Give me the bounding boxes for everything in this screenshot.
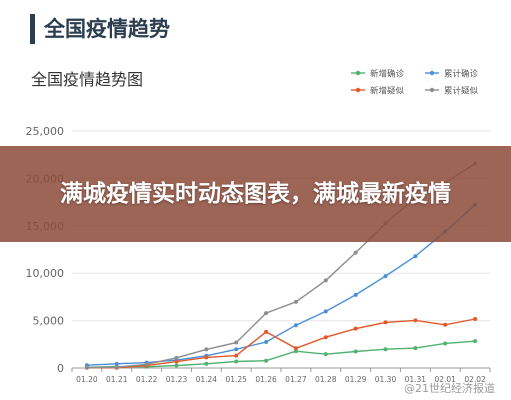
data-point [204,355,209,360]
data-point [144,362,149,367]
data-point [204,347,209,352]
data-point [353,349,358,354]
watermark: @21世纪经济报道 [404,382,495,395]
data-point [323,309,328,314]
headline-text: 满城疫情实时动态图表，满城最新疫情 [60,181,451,207]
legend-label: 新增疑似 [370,86,405,97]
x-tick-label: 02.01 [434,375,456,384]
data-point [264,358,269,363]
header-accent-bar [30,14,35,44]
y-tick-label: 0 [57,362,64,375]
x-tick-label: 01.30 [375,375,397,384]
data-point [413,254,418,259]
data-point [473,339,478,344]
data-point [234,359,239,364]
data-point [383,274,388,279]
data-point [383,320,388,325]
data-point [174,355,179,360]
legend-label: 累计疑似 [444,86,479,97]
legend-swatch-dot [355,87,361,93]
data-point [204,361,209,366]
x-tick-label: 01.26 [255,375,277,384]
data-point [383,347,388,352]
series-line-1 [86,340,476,368]
data-point [264,339,269,344]
series-line-3 [86,318,476,369]
data-point [323,335,328,340]
data-point [293,349,298,354]
data-point [293,299,298,304]
y-tick-label: 5,000 [33,315,65,328]
x-tick-label: 01.25 [225,375,247,384]
x-tick-label: 01.20 [76,375,98,384]
x-tick-label: 02.02 [464,375,486,384]
legend-swatch-dot [429,87,435,93]
x-tick-label: 01.23 [166,375,188,384]
legend-label: 累计确诊 [444,69,479,80]
data-point [293,346,298,351]
page-title: 全国疫情趋势 [44,17,170,41]
data-point [234,353,239,358]
x-tick-label: 01.28 [315,375,337,384]
data-point [264,329,269,334]
data-point [473,316,478,321]
data-point [443,341,448,346]
x-tick-label: 01.31 [405,375,427,384]
data-point [114,361,119,366]
data-point [353,326,358,331]
legend-swatch-dot [355,70,361,76]
data-point [323,278,328,283]
x-tick-label: 01.27 [285,375,307,384]
legend-swatch-dot [429,70,435,76]
data-point [84,365,89,370]
chart-title: 全国疫情趋势图 [31,70,144,89]
data-point [174,363,179,368]
x-tick-label: 01.22 [136,375,158,384]
legend-label: 新增确诊 [370,69,405,80]
data-point [264,311,269,316]
data-point [413,318,418,323]
data-point [174,359,179,364]
data-point [323,352,328,357]
headline-banner: 满城疫情实时动态图表，满城最新疫情 [0,146,511,242]
data-point [234,347,239,352]
x-tick-label: 01.24 [196,375,218,384]
data-point [353,292,358,297]
data-point [234,340,239,345]
x-tick-label: 01.29 [345,375,367,384]
y-tick-label: 10,000 [26,267,65,280]
data-point [413,346,418,351]
data-point [293,323,298,328]
x-tick-label: 01.21 [106,375,128,384]
data-point [114,365,119,370]
data-point [353,250,358,255]
y-tick-label: 25,000 [26,125,65,138]
series-line-2 [86,204,476,366]
data-point [443,322,448,327]
